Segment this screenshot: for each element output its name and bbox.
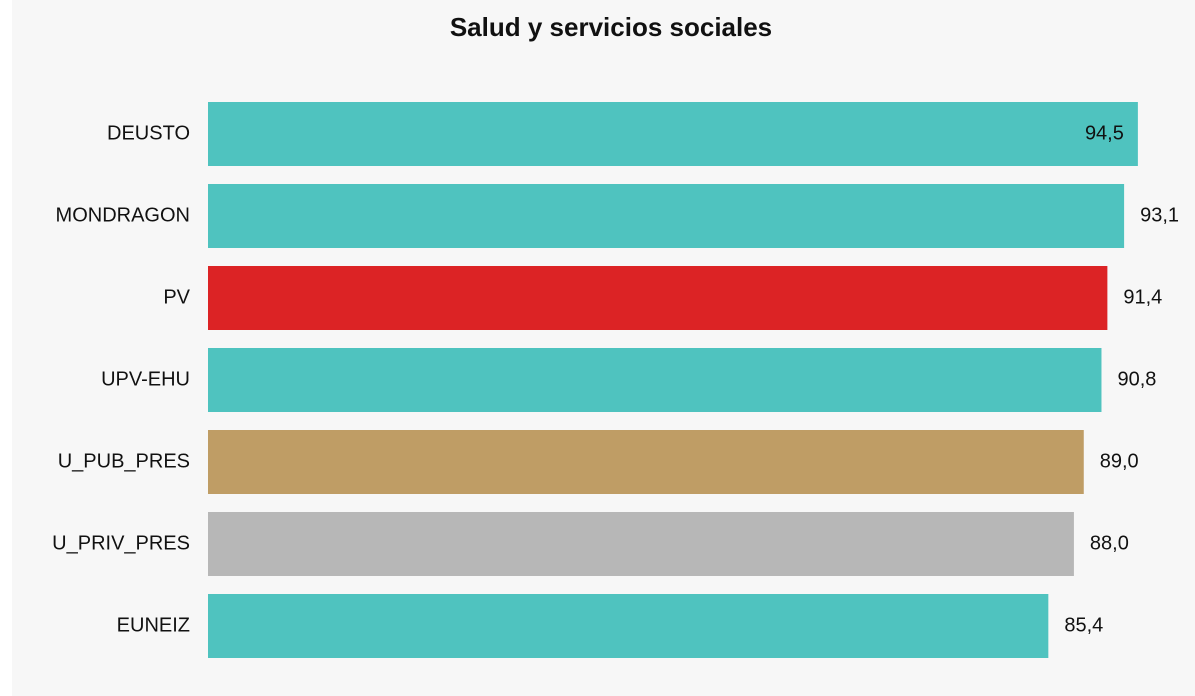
data-label: 85,4 xyxy=(1064,614,1103,636)
data-label: 93,1 xyxy=(1140,204,1179,226)
y-tick-label: EUNEIZ xyxy=(117,614,190,636)
bar xyxy=(208,266,1108,330)
y-tick-label: U_PUB_PRES xyxy=(58,450,190,472)
y-tick-label: DEUSTO xyxy=(107,122,190,144)
data-label: 88,0 xyxy=(1090,532,1129,554)
data-label: 94,5 xyxy=(1085,122,1124,144)
bar xyxy=(208,348,1102,412)
bar xyxy=(208,102,1138,166)
data-label: 91,4 xyxy=(1123,286,1162,308)
bar xyxy=(208,430,1084,494)
y-tick-label: MONDRAGON xyxy=(56,204,190,226)
y-tick-label: PV xyxy=(163,286,190,308)
bar xyxy=(208,594,1049,658)
y-tick-label: U_PRIV_PRES xyxy=(52,532,190,554)
y-tick-label: UPV-EHU xyxy=(101,368,190,390)
chart-title: Salud y servicios sociales xyxy=(450,12,772,42)
bar xyxy=(208,184,1125,248)
data-label: 90,8 xyxy=(1117,368,1156,390)
data-label: 89,0 xyxy=(1100,450,1139,472)
bar xyxy=(208,512,1074,576)
